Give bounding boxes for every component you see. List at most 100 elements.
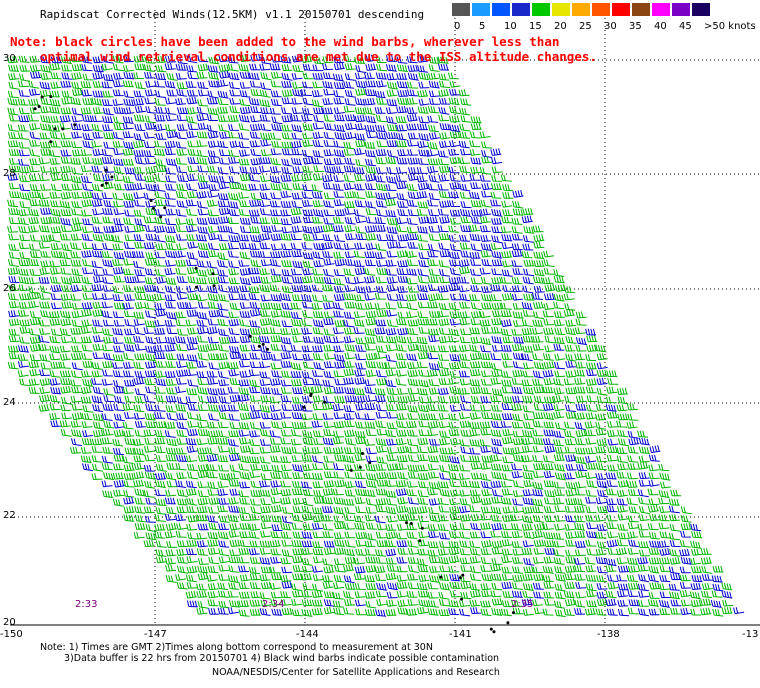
wind-barb [312, 481, 324, 489]
wind-barb [280, 574, 292, 582]
wind-barb [438, 165, 450, 173]
wind-barb [81, 199, 93, 207]
wind-barb [229, 182, 241, 190]
wind-barb [29, 122, 41, 131]
wind-barb [469, 573, 481, 581]
wind-barb [133, 471, 145, 480]
wind-barb [112, 98, 124, 106]
wind-barb [553, 293, 565, 302]
wind-barb [217, 259, 229, 268]
wind-barb [428, 64, 440, 72]
wind-barb [333, 242, 345, 250]
wind-barb [417, 437, 429, 445]
wind-barb [407, 362, 419, 370]
wind-barb [91, 140, 103, 148]
wind-barb [490, 148, 502, 156]
wind-barb [281, 148, 293, 156]
wind-barb [668, 583, 680, 591]
wind-barb [512, 413, 524, 422]
wind-barb [122, 361, 134, 369]
wind-barb [71, 107, 83, 116]
wind-barb [239, 81, 251, 89]
wind-barb [459, 439, 471, 447]
wind-barb [281, 421, 293, 429]
wind-barb [229, 140, 241, 148]
wind-barb [490, 353, 502, 361]
wind-barb [186, 523, 198, 531]
wind-barb [292, 387, 304, 395]
wind-barb [71, 310, 83, 319]
wind-barb [28, 286, 40, 294]
wind-barb [374, 251, 386, 259]
contamination-dot [194, 266, 198, 270]
wind-barb [301, 565, 313, 573]
wind-barb [269, 396, 281, 404]
wind-barb [166, 327, 178, 334]
wind-barb [186, 302, 198, 310]
wind-barb [270, 327, 282, 335]
wind-barb [374, 327, 386, 335]
wind-barb [500, 608, 512, 617]
wind-barb [164, 140, 176, 149]
legend-swatch [592, 3, 610, 16]
wind-barb [354, 183, 366, 191]
wind-barb [459, 531, 471, 539]
wind-barb [60, 225, 72, 232]
wind-barb [175, 217, 187, 225]
wind-barb [101, 344, 113, 352]
wind-barb [165, 242, 177, 251]
wind-barb [470, 310, 482, 319]
wind-barb [407, 81, 419, 89]
wind-barb [479, 216, 491, 224]
wind-barb [207, 430, 219, 438]
wind-barb [7, 55, 19, 64]
wind-barb [354, 591, 366, 598]
wind-barb [448, 541, 460, 548]
wind-barb [344, 598, 356, 606]
wind-barb [417, 404, 429, 413]
wind-barb [648, 557, 660, 565]
wind-barb [397, 97, 409, 105]
wind-barb [470, 565, 482, 574]
wind-barb [532, 489, 544, 497]
wind-barb [154, 437, 166, 445]
wind-barb [302, 216, 314, 224]
wind-barb [564, 573, 576, 581]
wind-barb [323, 122, 335, 131]
wind-barb [248, 456, 260, 464]
wind-barb [124, 234, 136, 242]
wind-barb [575, 311, 587, 319]
wind-barb [365, 54, 377, 62]
wind-barb [186, 388, 198, 396]
wind-barb [647, 488, 659, 496]
wind-barb [196, 217, 208, 225]
wind-barb [50, 115, 62, 123]
wind-barb [396, 412, 408, 420]
wind-barb [564, 303, 576, 311]
wind-barb [186, 174, 198, 182]
wind-barb [8, 352, 20, 360]
wind-barb [92, 293, 104, 300]
wind-barb [459, 311, 471, 319]
wind-barb [302, 386, 314, 394]
wind-barb [259, 310, 271, 317]
wind-barb [616, 447, 628, 455]
wind-barb [511, 226, 523, 234]
wind-barb [365, 115, 377, 124]
wind-barb [281, 132, 293, 140]
wind-barb [92, 64, 104, 73]
wind-barb [532, 319, 544, 327]
wind-barb [385, 55, 397, 62]
wind-barb [449, 590, 461, 598]
wind-barb [29, 354, 41, 361]
wind-barb [185, 369, 197, 377]
wind-barb [145, 361, 157, 369]
wind-barb [354, 200, 366, 208]
wind-barb [502, 590, 514, 598]
wind-barb [197, 565, 209, 574]
wind-barb [217, 303, 229, 311]
wind-barb [207, 301, 219, 309]
wind-barb [302, 166, 314, 173]
wind-barb [469, 422, 481, 429]
wind-barb [155, 243, 167, 251]
